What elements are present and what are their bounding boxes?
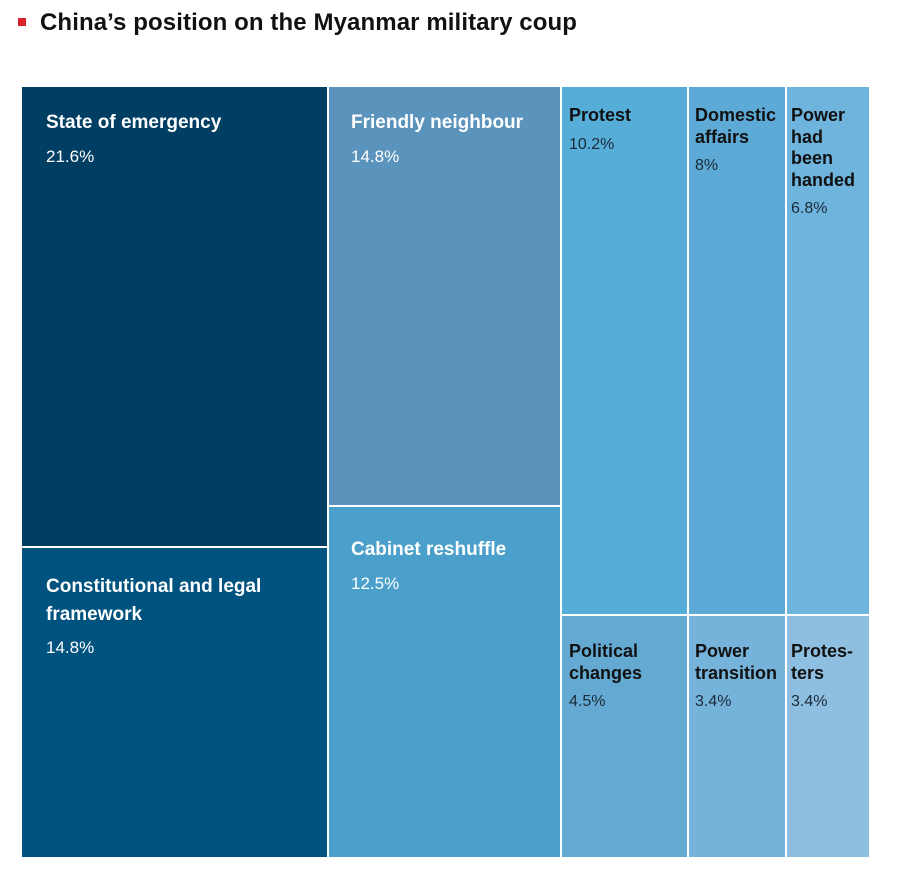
treemap-cell-value: 4.5% [569,693,606,711]
treemap-cell: Friendly neighbour 14.8% [328,86,561,506]
treemap-cell: State of emergency 21.6% [21,86,328,547]
treemap-cell: Power transition 3.4% [688,615,786,858]
treemap-cell-value: 12.5% [351,573,400,593]
treemap-cell-label: Constitutional and legal framework [46,576,262,625]
treemap-cell-value: 8% [695,157,719,175]
treemap-cell-label: Domestic affairs [695,105,777,147]
treemap-cell-value: 14.8% [46,638,95,658]
treemap-cell-label: State of emergency [46,112,222,133]
treemap-cell-value: 3.4% [791,693,828,711]
treemap: State of emergency 21.6% Constitutional an… [21,86,870,858]
treemap-cell-value: 10.2% [569,135,615,153]
treemap-cell: Cabinet reshuffle 12.5% [328,506,561,858]
treemap-cell: Political changes 4.5% [561,615,688,858]
treemap-cell-label: Political changes [569,641,643,683]
treemap-cell: Power had been handed 6.8% [786,86,870,615]
treemap-cell: Protes- ters 3.4% [786,615,870,858]
treemap-cell: Domestic affairs 8% [688,86,786,615]
treemap-cell-label: Protes- ters [791,641,854,683]
treemap-cell-label: Power transition [695,641,778,683]
treemap-cell-value: 14.8% [351,146,400,166]
treemap-cell-value: 6.8% [791,200,828,218]
treemap-cell-value: 21.6% [46,146,95,166]
treemap-cell-label: Protest [569,105,632,125]
chart-title: China’s position on the Myanmar military… [40,9,578,36]
treemap-cell-value: 3.4% [695,693,732,711]
treemap-cell: Constitutional and legal framework 14.8% [21,547,328,858]
chart-title-row: China’s position on the Myanmar military… [18,8,577,38]
treemap-cell-label: Cabinet reshuffle [351,539,507,560]
treemap-cell: Protest 10.2% [561,86,688,615]
treemap-cell-label: Friendly neighbour [351,112,524,133]
treemap-cell-label: Power had been handed [791,105,856,190]
title-marker-icon [18,18,26,26]
